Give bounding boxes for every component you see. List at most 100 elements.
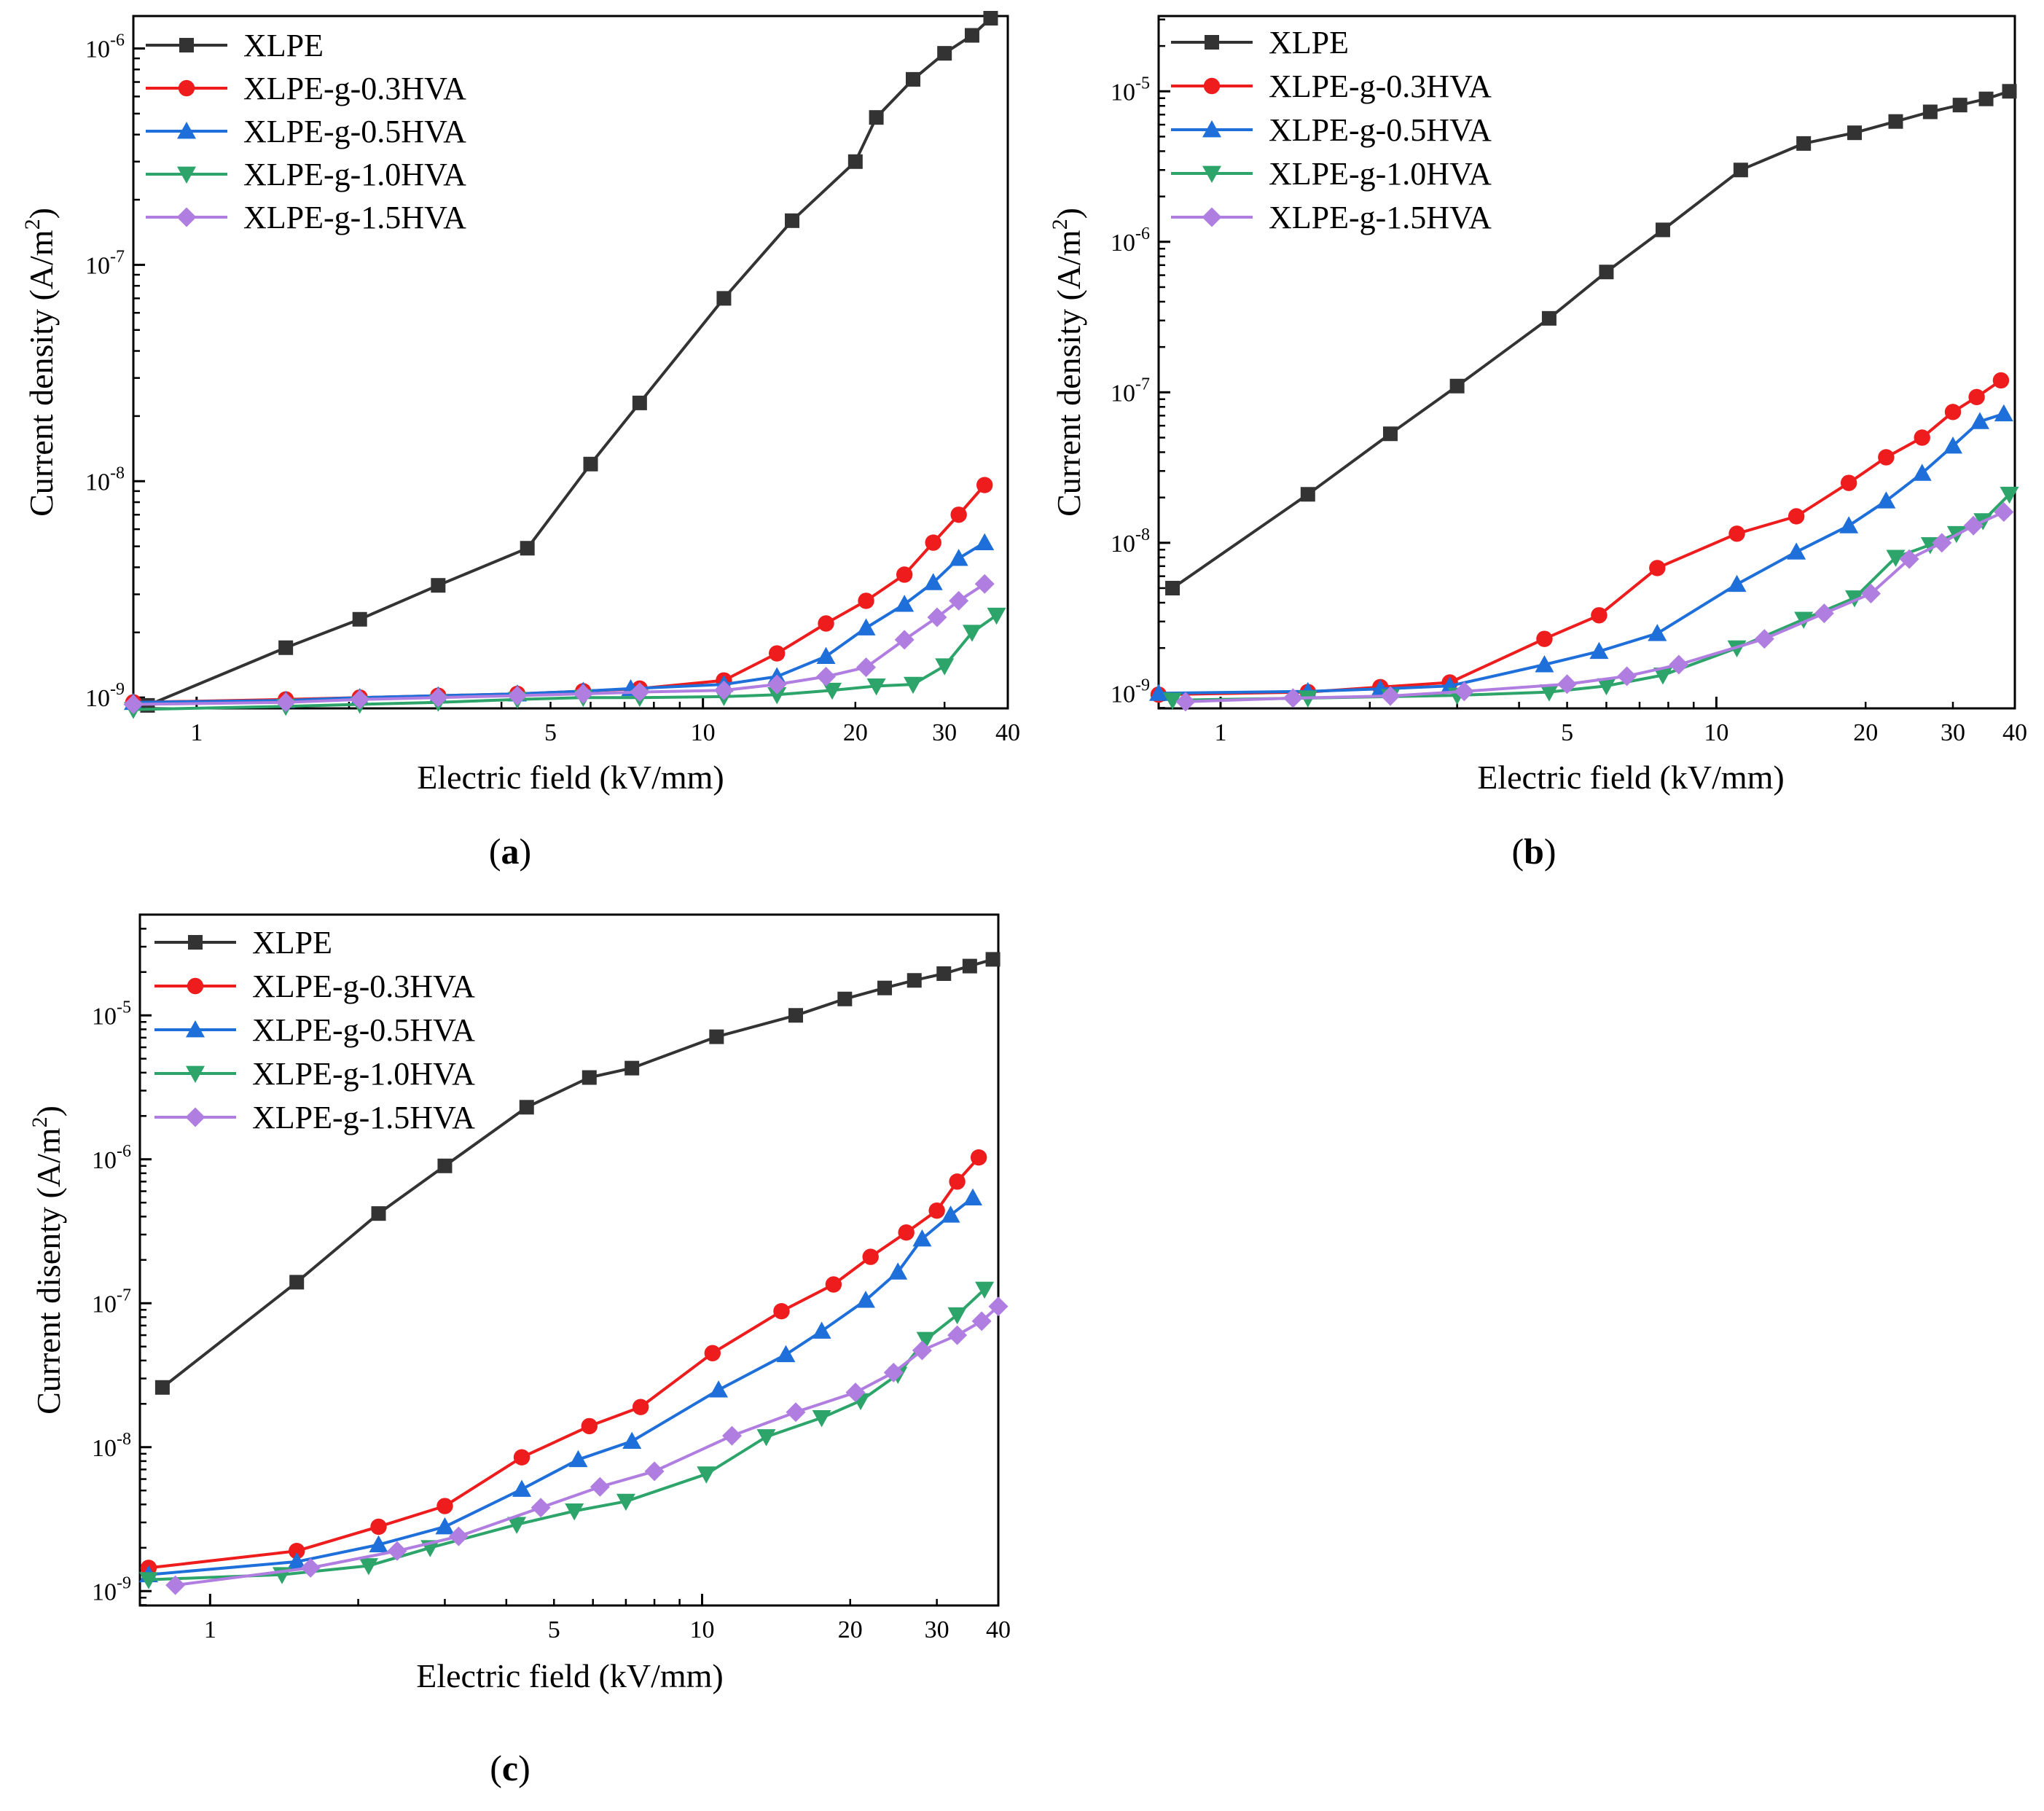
data-point <box>138 1572 158 1589</box>
x-tick-label: 5 <box>1561 719 1573 746</box>
data-point <box>520 541 535 556</box>
data-point <box>1557 674 1578 695</box>
data-series <box>138 952 1009 1595</box>
data-point <box>785 213 800 228</box>
data-point <box>971 1311 992 1331</box>
data-point <box>1163 692 1183 710</box>
series-line-xlpe-g-1-5hva <box>1185 510 2005 703</box>
legend-label: XLPE-g-1.0HVA <box>243 157 466 192</box>
data-point <box>856 657 877 678</box>
y-tick-label: 10-9 <box>85 680 125 712</box>
y-tick-label: 10-7 <box>1111 375 1150 407</box>
data-point <box>1649 560 1666 576</box>
x-tick-label: 30 <box>925 1616 949 1643</box>
series-xlpe-g-0-3hva <box>1150 372 2010 703</box>
y-tick-label: 10-8 <box>85 463 125 496</box>
data-point <box>1963 515 1984 536</box>
legend-label: XLPE-g-1.5HVA <box>252 1100 475 1135</box>
data-point <box>988 1296 1009 1317</box>
axis-ticks: 1 5 10 20 30 40 10-9 10-8 10-7 10-6 10-5 <box>1111 18 2027 746</box>
data-point <box>837 991 853 1006</box>
data-point <box>300 1557 321 1578</box>
legend-label: XLPE <box>243 28 324 63</box>
x-tick-label: 40 <box>2002 719 2027 746</box>
data-point <box>709 1029 724 1044</box>
data-point <box>1944 404 1962 421</box>
series-line-xlpe-g-1-0hva <box>1172 493 2010 702</box>
data-point <box>1535 655 1554 673</box>
series-xlpe-g-0-5hva <box>138 1188 983 1583</box>
data-point <box>1992 372 2010 389</box>
data-point <box>1978 91 1994 106</box>
data-point <box>845 1382 866 1403</box>
data-series <box>123 11 1006 719</box>
data-point <box>716 291 732 306</box>
data-point <box>949 590 969 611</box>
legend-label: XLPE-g-1.0HVA <box>1269 156 1492 192</box>
legend: XLPE XLPE-g-0.3HVA XLPE-g-0.5HVA XLPE-g-1.0… <box>146 28 466 235</box>
plot-frame <box>132 15 1009 710</box>
legend-item: XLPE-g-0.5HVA <box>146 114 466 149</box>
data-point <box>275 692 296 713</box>
legend-item: XLPE-g-1.5HVA <box>1171 200 1492 235</box>
legend-item: XLPE-g-1.0HVA <box>154 1056 475 1092</box>
y-axis-title: Current density (A/m2) <box>20 208 60 517</box>
series-line-xlpe-g-0-5hva <box>1158 412 2005 695</box>
legend-item: XLPE-g-0.3HVA <box>146 71 466 106</box>
data-point <box>894 630 915 650</box>
legend-marker <box>177 166 196 184</box>
data-point <box>359 1558 378 1576</box>
data-point <box>862 1248 879 1265</box>
data-series <box>1149 84 2019 712</box>
data-point <box>856 618 876 635</box>
data-point <box>632 395 647 410</box>
x-tick-label: 30 <box>1941 719 1965 746</box>
legend-label: XLPE <box>1269 25 1349 60</box>
x-tick-label: 1 <box>204 1616 216 1643</box>
legend-label: XLPE-g-0.5HVA <box>243 114 466 149</box>
data-point <box>709 1380 729 1398</box>
data-point <box>985 952 1001 967</box>
data-point <box>1932 533 1952 553</box>
legend-marker <box>188 935 203 950</box>
legend-marker <box>178 79 195 97</box>
legend-marker <box>186 1065 205 1083</box>
series-line-xlpe-g-0-3hva <box>1158 379 2002 697</box>
legend-item: XLPE-g-1.5HVA <box>146 200 466 235</box>
panel-b: 1 5 10 20 30 40 10-9 10-8 10-7 10-6 10-5 XLPE XLPE-… <box>1048 15 2027 872</box>
data-point <box>912 1340 932 1361</box>
data-point <box>448 1526 469 1546</box>
data-point <box>431 578 446 593</box>
data-point <box>519 1100 534 1115</box>
data-point <box>289 1275 305 1290</box>
panel-label: (c) <box>490 1748 530 1788</box>
data-point <box>1380 686 1401 706</box>
data-point <box>1888 114 1903 129</box>
legend-label: XLPE-g-0.5HVA <box>252 1012 475 1048</box>
data-point <box>350 689 370 710</box>
data-point <box>573 684 593 704</box>
data-point <box>622 1431 642 1449</box>
data-point <box>1589 641 1609 660</box>
data-point <box>2000 486 2019 504</box>
legend-marker <box>1202 165 1221 183</box>
x-axis-title: Electric field (kV/mm) <box>416 1657 724 1694</box>
data-point <box>1597 678 1616 696</box>
x-tick-label: 40 <box>995 719 1020 746</box>
legend-item: XLPE-g-0.5HVA <box>154 1012 475 1048</box>
data-point <box>697 1466 716 1484</box>
y-tick-label: 10-9 <box>1111 676 1150 708</box>
x-tick-label: 1 <box>1215 719 1227 746</box>
data-point <box>776 1345 796 1363</box>
data-point <box>568 1450 588 1468</box>
legend: XLPE XLPE-g-0.3HVA XLPE-g-0.5HVA XLPE-g-1.0… <box>1171 25 1492 235</box>
axis-ticks: 1 5 10 20 30 40 10-9 10-8 10-7 10-6 10-5 <box>92 913 1011 1643</box>
plot-frame <box>1157 15 2016 710</box>
data-point <box>1754 629 1774 649</box>
data-point <box>583 456 598 472</box>
data-point <box>1300 487 1315 502</box>
y-tick-label: 10-6 <box>85 31 125 63</box>
data-point <box>436 1498 453 1514</box>
data-point <box>962 625 982 642</box>
